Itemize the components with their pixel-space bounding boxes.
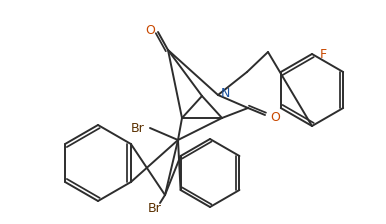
- Text: N: N: [220, 86, 230, 99]
- Text: Br: Br: [131, 121, 145, 134]
- Text: Br: Br: [148, 202, 162, 215]
- Text: O: O: [145, 24, 155, 37]
- Text: F: F: [320, 47, 327, 60]
- Text: O: O: [270, 110, 280, 123]
